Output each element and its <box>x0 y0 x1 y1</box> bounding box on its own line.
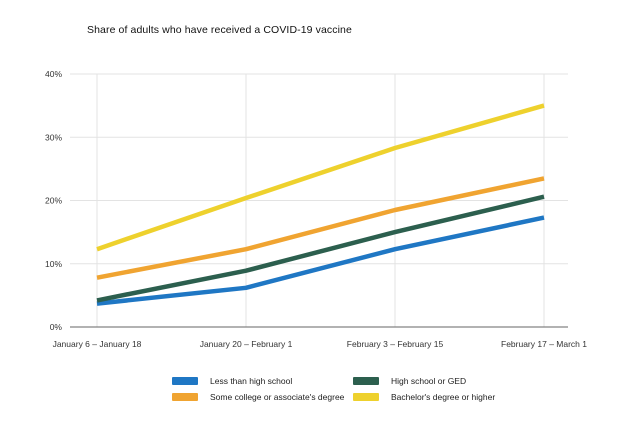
x-tick-label: February 17 – March 1 <box>501 339 587 349</box>
x-tick-label: January 6 – January 18 <box>53 339 142 349</box>
y-tick-label: 30% <box>45 132 62 142</box>
series-line-bachelor-s-degree-or-higher <box>96 103 545 252</box>
y-tick-label: 40% <box>45 69 62 79</box>
series-line-some-college-or-associate-s-degree <box>96 176 545 280</box>
series-line-less-than-high-school <box>96 215 545 306</box>
grid-lines <box>70 73 568 327</box>
x-tick-label: February 3 – February 15 <box>347 339 444 349</box>
y-tick-label: 20% <box>45 196 62 206</box>
tick-labels: 0% 10% 20% 30% 40% January 6 – January 18 Janu… <box>45 69 587 349</box>
y-tick-label: 0% <box>50 322 63 332</box>
y-tick-label: 10% <box>45 259 62 269</box>
x-tick-label: January 20 – February 1 <box>200 339 293 349</box>
series-lines <box>96 103 545 306</box>
chart-title: Share of adults who have received a COVI… <box>87 24 352 36</box>
series-line-high-school-or-ged <box>96 194 545 303</box>
